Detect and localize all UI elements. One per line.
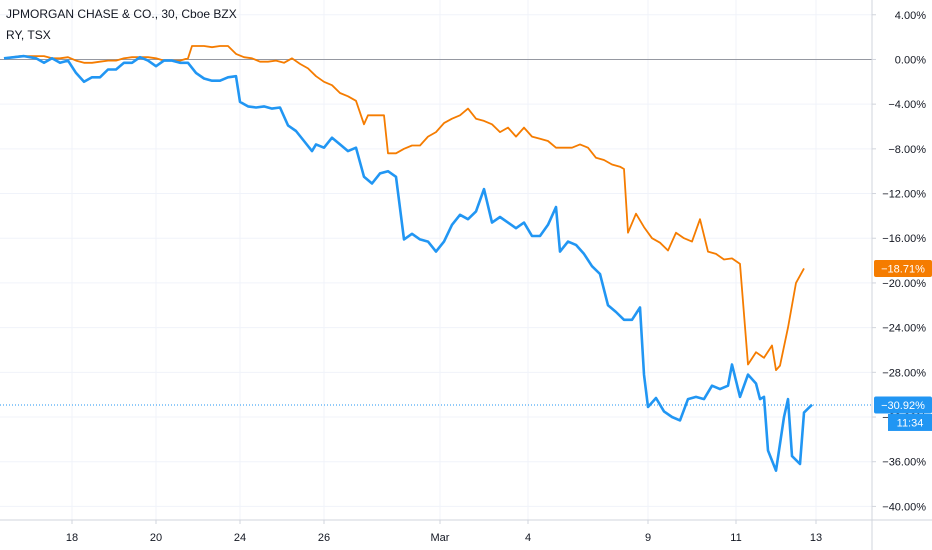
countdown-tag: 11:34 — [888, 413, 932, 431]
jpm-series-line[interactable] — [3, 54, 813, 472]
y-tick-label: −12.00% — [882, 189, 926, 201]
y-tick-label: −20.00% — [882, 278, 926, 290]
legend-compare-symbol[interactable]: RY, TSX — [6, 28, 51, 42]
y-tick-label: −16.00% — [882, 233, 926, 245]
x-tick-label: 4 — [525, 532, 531, 544]
x-tick-label: 9 — [645, 532, 651, 544]
y-tick-label: −40.00% — [882, 501, 926, 513]
countdown-tag-background — [888, 413, 932, 431]
y-tick-label: −24.00% — [882, 323, 926, 335]
jpm-last-tag-background — [874, 396, 932, 414]
x-tick-label: Mar — [431, 532, 450, 544]
y-tick-label: −8.00% — [888, 144, 926, 156]
ry-last-tag-background — [874, 260, 932, 278]
legend-main-symbol[interactable]: JPMORGAN CHASE & CO., 30, Cboe BZX — [6, 7, 237, 21]
x-tick-label: 13 — [810, 532, 822, 544]
x-tick-label: 26 — [318, 532, 330, 544]
x-tick-label: 11 — [730, 532, 741, 544]
ry-last-tag: −18.71% — [874, 260, 932, 278]
x-axis[interactable]: 18 20 24 26 Mar 4 9 11 13 — [66, 520, 822, 544]
y-tick-label: −28.00% — [882, 367, 926, 379]
jpm-last-tag: −30.92% — [874, 396, 932, 414]
grid — [0, 0, 872, 520]
x-tick-label: 24 — [234, 532, 246, 544]
y-tick-label: −36.00% — [882, 457, 926, 469]
ry-last-value: −18.71% — [881, 264, 925, 276]
ry-series-line[interactable] — [3, 45, 805, 371]
y-tick-label: −4.00% — [888, 99, 926, 111]
y-tick-label: 4.00% — [895, 10, 926, 22]
bar-countdown: 11:34 — [897, 417, 924, 429]
x-tick-label: 18 — [66, 532, 78, 544]
jpm-last-value: −30.92% — [881, 400, 925, 412]
y-tick-label: 0.00% — [895, 54, 926, 66]
x-tick-label: 20 — [150, 532, 162, 544]
value-tags: −18.71% −30.92% 11:34 — [874, 260, 932, 431]
plot-area[interactable] — [3, 45, 813, 472]
